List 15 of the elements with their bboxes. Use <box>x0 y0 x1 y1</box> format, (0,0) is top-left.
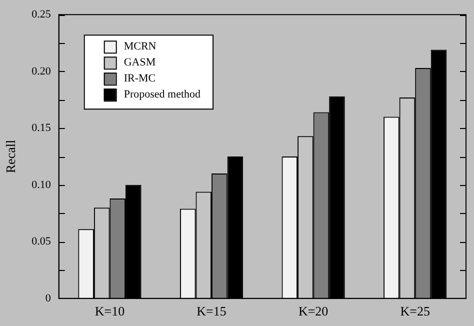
y-tick-label: 0.25 <box>32 8 52 20</box>
y-tick-label: 0.20 <box>32 65 52 78</box>
y-axis-title: Recall <box>3 140 18 174</box>
x-tick-label: K=20 <box>298 304 328 319</box>
x-tick-label: K=25 <box>400 304 430 319</box>
legend-label: Proposed method <box>124 88 202 100</box>
legend-label: MCRN <box>124 40 156 52</box>
legend-label: IR-MC <box>124 72 156 84</box>
y-tick-label: 0.10 <box>32 178 52 191</box>
x-tick-label: K=10 <box>94 304 125 319</box>
y-tick-label: 0 <box>45 292 52 304</box>
legend-label: GASM <box>124 56 156 68</box>
y-tick-label: 0.15 <box>32 122 52 134</box>
y-tick-label: 0.05 <box>32 236 52 248</box>
x-tick-label: K=15 <box>196 304 226 319</box>
